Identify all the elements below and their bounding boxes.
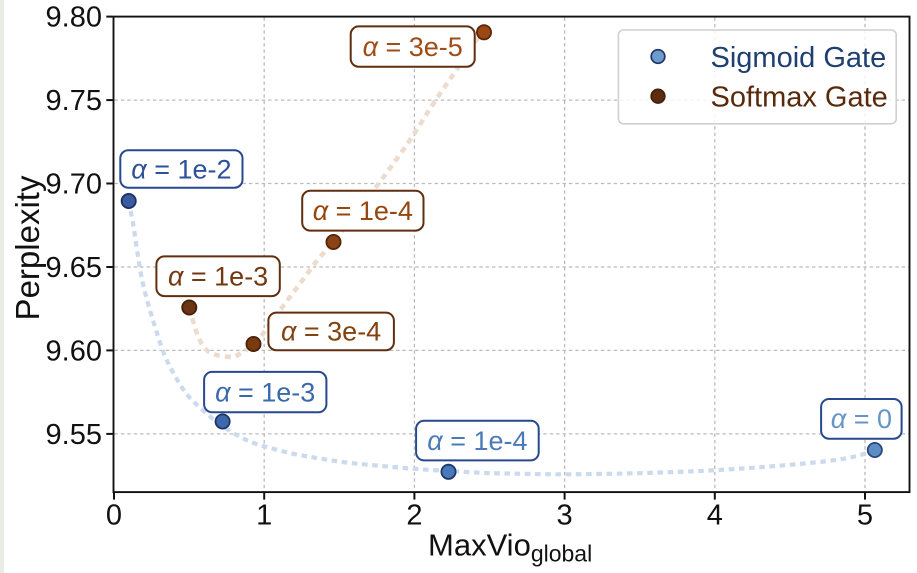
svg-text:α = 1e-4: α = 1e-4 [313, 196, 413, 226]
svg-text:α = 3e-4: α = 3e-4 [281, 317, 381, 347]
svg-text:α = 1e-2: α = 1e-2 [131, 154, 231, 184]
svg-text:9.65: 9.65 [46, 252, 102, 284]
svg-text:Perplexity: Perplexity [9, 175, 46, 320]
svg-text:α = 1e-3: α = 1e-3 [168, 262, 268, 292]
svg-text:9.55: 9.55 [46, 419, 102, 451]
svg-text:α = 1e-4: α = 1e-4 [427, 426, 527, 456]
svg-text:α = 3e-5: α = 3e-5 [363, 32, 463, 62]
svg-text:Softmax Gate: Softmax Gate [711, 82, 888, 114]
svg-text:α = 1e-3: α = 1e-3 [215, 377, 315, 407]
svg-text:Sigmoid Gate: Sigmoid Gate [711, 42, 887, 74]
svg-text:0: 0 [106, 500, 122, 532]
svg-text:1: 1 [256, 500, 272, 532]
svg-text:3: 3 [557, 500, 573, 532]
svg-text:2: 2 [406, 500, 422, 532]
svg-text:α = 0: α = 0 [831, 404, 892, 434]
svg-text:9.70: 9.70 [46, 169, 102, 201]
svg-text:4: 4 [707, 500, 723, 532]
svg-text:9.60: 9.60 [46, 335, 102, 367]
svg-text:5: 5 [857, 500, 873, 532]
svg-text:9.75: 9.75 [46, 85, 102, 117]
svg-text:9.80: 9.80 [46, 2, 102, 34]
